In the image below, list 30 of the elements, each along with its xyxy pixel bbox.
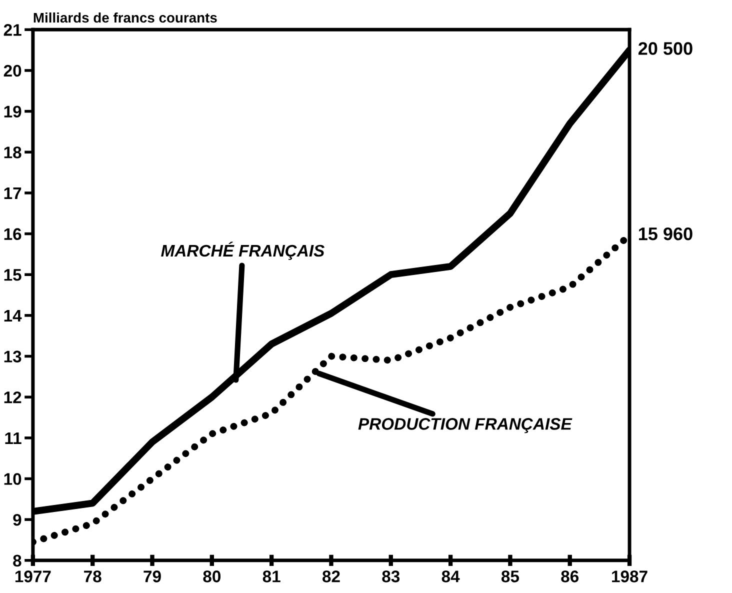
y-tick-label: 15 [4, 269, 22, 281]
y-tick-label: 17 [4, 188, 22, 199]
y-axis-title: Milliards de francs courants [34, 12, 217, 23]
annotation: 15 960 [638, 227, 692, 240]
x-tick-label: 86 [561, 570, 579, 582]
y-tick-label: 13 [4, 350, 22, 362]
x-tick-label: 85 [501, 570, 520, 582]
y-tick-label: 19 [4, 106, 22, 118]
annotation: PRODUCTION FRANÇAISE [358, 418, 572, 434]
x-tick-label: 82 [322, 570, 340, 582]
x-tick-label: 84 [442, 570, 460, 582]
annotation: MARCHÉ FRANÇAIS [161, 242, 324, 260]
y-tick-label: 10 [4, 473, 22, 485]
annotation: 20 500 [638, 42, 692, 55]
y-tick-label: 12 [4, 391, 22, 404]
x-tick-label: 83 [382, 570, 400, 582]
x-tick-label: 80 [203, 570, 220, 582]
x-tick-label: 1977 [15, 570, 51, 582]
x-tick-label: 81 [262, 570, 280, 582]
y-tick-label: 20 [4, 64, 22, 77]
x-tick-label: 1987 [612, 570, 648, 582]
y-tick-label: 21 [4, 24, 22, 36]
y-tick-label: 9 [13, 514, 22, 526]
y-tick-label: 14 [4, 310, 22, 322]
y-tick-label: 11 [5, 432, 22, 444]
x-tick-label: 78 [84, 570, 102, 582]
x-tick-label: 79 [144, 570, 161, 582]
y-tick-label: 18 [4, 146, 22, 158]
y-tick-label: 8 [13, 554, 22, 567]
y-tick-label: 16 [4, 228, 22, 240]
